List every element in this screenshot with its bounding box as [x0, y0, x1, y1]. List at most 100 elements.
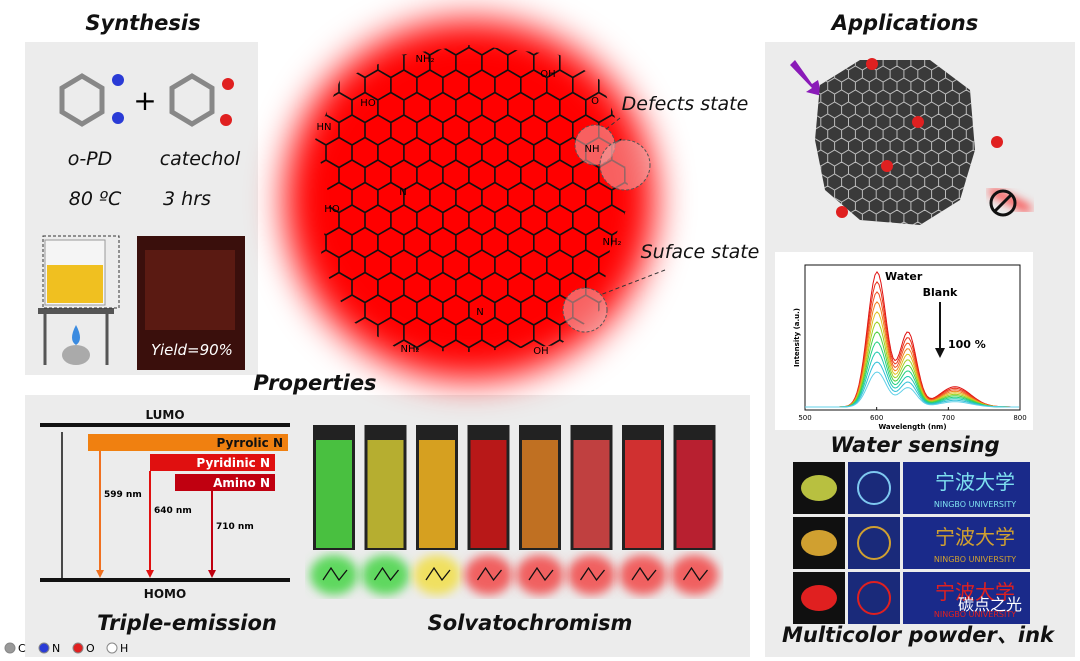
emission-arrow-head [96, 570, 104, 578]
vial-liquid [573, 440, 610, 548]
solvent-molecule [425, 566, 451, 582]
blank-label: Blank [923, 286, 958, 299]
water-label: Water [885, 270, 923, 283]
ink-drawing [848, 517, 900, 569]
x-axis-label: Wavelength (nm) [878, 423, 946, 431]
spectrum-panel [775, 252, 1033, 430]
solvent-glow [516, 555, 564, 595]
x-tick-label: 800 [1013, 414, 1026, 422]
university: NINGBO UNIVERSITY [934, 555, 1016, 564]
level-label: Amino N [213, 476, 270, 490]
level-label: Pyrrolic N [217, 436, 283, 450]
applications-title: Applications [830, 11, 978, 35]
plus: + [133, 84, 156, 117]
water-molecules [836, 58, 1003, 218]
vial-liquid [316, 440, 352, 548]
university-cn: 宁波大学 [935, 580, 1015, 604]
university-cn: 宁波大学 [935, 525, 1015, 549]
vial-liquid [625, 440, 661, 548]
solvent-glow [310, 555, 358, 595]
watermark: 碳点之光 [958, 595, 1022, 614]
solvent-molecule [682, 566, 709, 582]
o-pd-molecule [59, 73, 105, 127]
surface-label: Suface state [641, 241, 760, 263]
solvent-glow [413, 555, 461, 595]
trend-arrow-head [935, 348, 945, 358]
solvent-glow [670, 555, 719, 595]
ink-logo [903, 517, 1030, 569]
functional-group: N [476, 307, 483, 318]
emission-label: 640 nm [154, 506, 192, 516]
functional-group: O [591, 96, 599, 107]
solvent-molecule [322, 566, 348, 582]
atom-swatch [4, 642, 16, 654]
solvent-molecule [579, 566, 606, 582]
solvent-glow [361, 555, 410, 595]
ink-logo [903, 462, 1030, 514]
lion [857, 526, 891, 560]
powder [801, 530, 837, 556]
emission-arrow-head [146, 570, 154, 578]
solvent-molecule [631, 566, 657, 582]
functional-group: NH₂ [415, 54, 434, 65]
solvato-title: Solvatochromism [428, 611, 633, 635]
temperature: 80 ºC [69, 188, 122, 210]
functional-group: NH₂ [602, 237, 621, 248]
lumo: LUMO [145, 408, 184, 422]
spectrum-curve [805, 371, 1019, 408]
functional-group: HN [317, 122, 332, 133]
ink-drawing [848, 572, 900, 624]
emission-arrow-head [208, 570, 216, 578]
defects-label: Defects state [622, 93, 749, 115]
energy-levels [40, 423, 290, 582]
powder [801, 475, 837, 501]
solvent-glow [567, 555, 616, 595]
triple-title: Triple-emission [97, 611, 277, 635]
heating-setup [38, 235, 120, 365]
callout-lines [599, 117, 666, 296]
vial-liquid [367, 440, 404, 548]
defect-circles [562, 124, 651, 333]
emission-level [175, 474, 275, 491]
plot-frame [804, 264, 1021, 411]
uv-arrow [790, 60, 822, 96]
university-cn: 宁波大学 [935, 470, 1015, 494]
powder-title: Multicolor powder、ink [782, 623, 1056, 647]
functional-group: HO [324, 204, 340, 215]
atom-swatch [72, 642, 84, 654]
percent-label: 100 % [948, 338, 986, 351]
atom-swatch [38, 642, 50, 654]
x-tick-label: 500 [798, 414, 811, 422]
time: 3 hrs [163, 188, 211, 210]
blocked-emission [988, 187, 1032, 217]
emission-level [88, 434, 288, 451]
lion [857, 581, 891, 615]
solvent-glow [619, 555, 667, 595]
lion [857, 471, 891, 505]
ink-logo [903, 572, 1030, 624]
solvent-molecule [528, 566, 554, 582]
functional-group: NH [585, 144, 600, 155]
solvent-molecule [476, 566, 503, 582]
powder [801, 585, 837, 611]
sensing-title: Water sensing [830, 433, 999, 457]
synthesis-title: Synthesis [85, 11, 200, 35]
atom-label: H [120, 642, 128, 655]
atoms [112, 74, 234, 126]
properties-title: Properties [253, 371, 376, 395]
x-tick-label: 600 [870, 414, 883, 422]
atom-swatch [106, 642, 118, 654]
catechol-molecule [169, 73, 215, 127]
vial-liquid [470, 440, 507, 548]
x-tick-label: 700 [942, 414, 955, 422]
functional-group: N [399, 187, 406, 198]
emission-level [150, 454, 275, 471]
homo: HOMO [144, 587, 186, 601]
functional-group: HO [360, 98, 376, 109]
solvent-glow [464, 555, 513, 595]
emission-label: 599 nm [104, 490, 142, 500]
beaker [145, 250, 235, 330]
functional-group: NH₂ [400, 344, 419, 355]
yield: Yield=90% [151, 341, 233, 359]
